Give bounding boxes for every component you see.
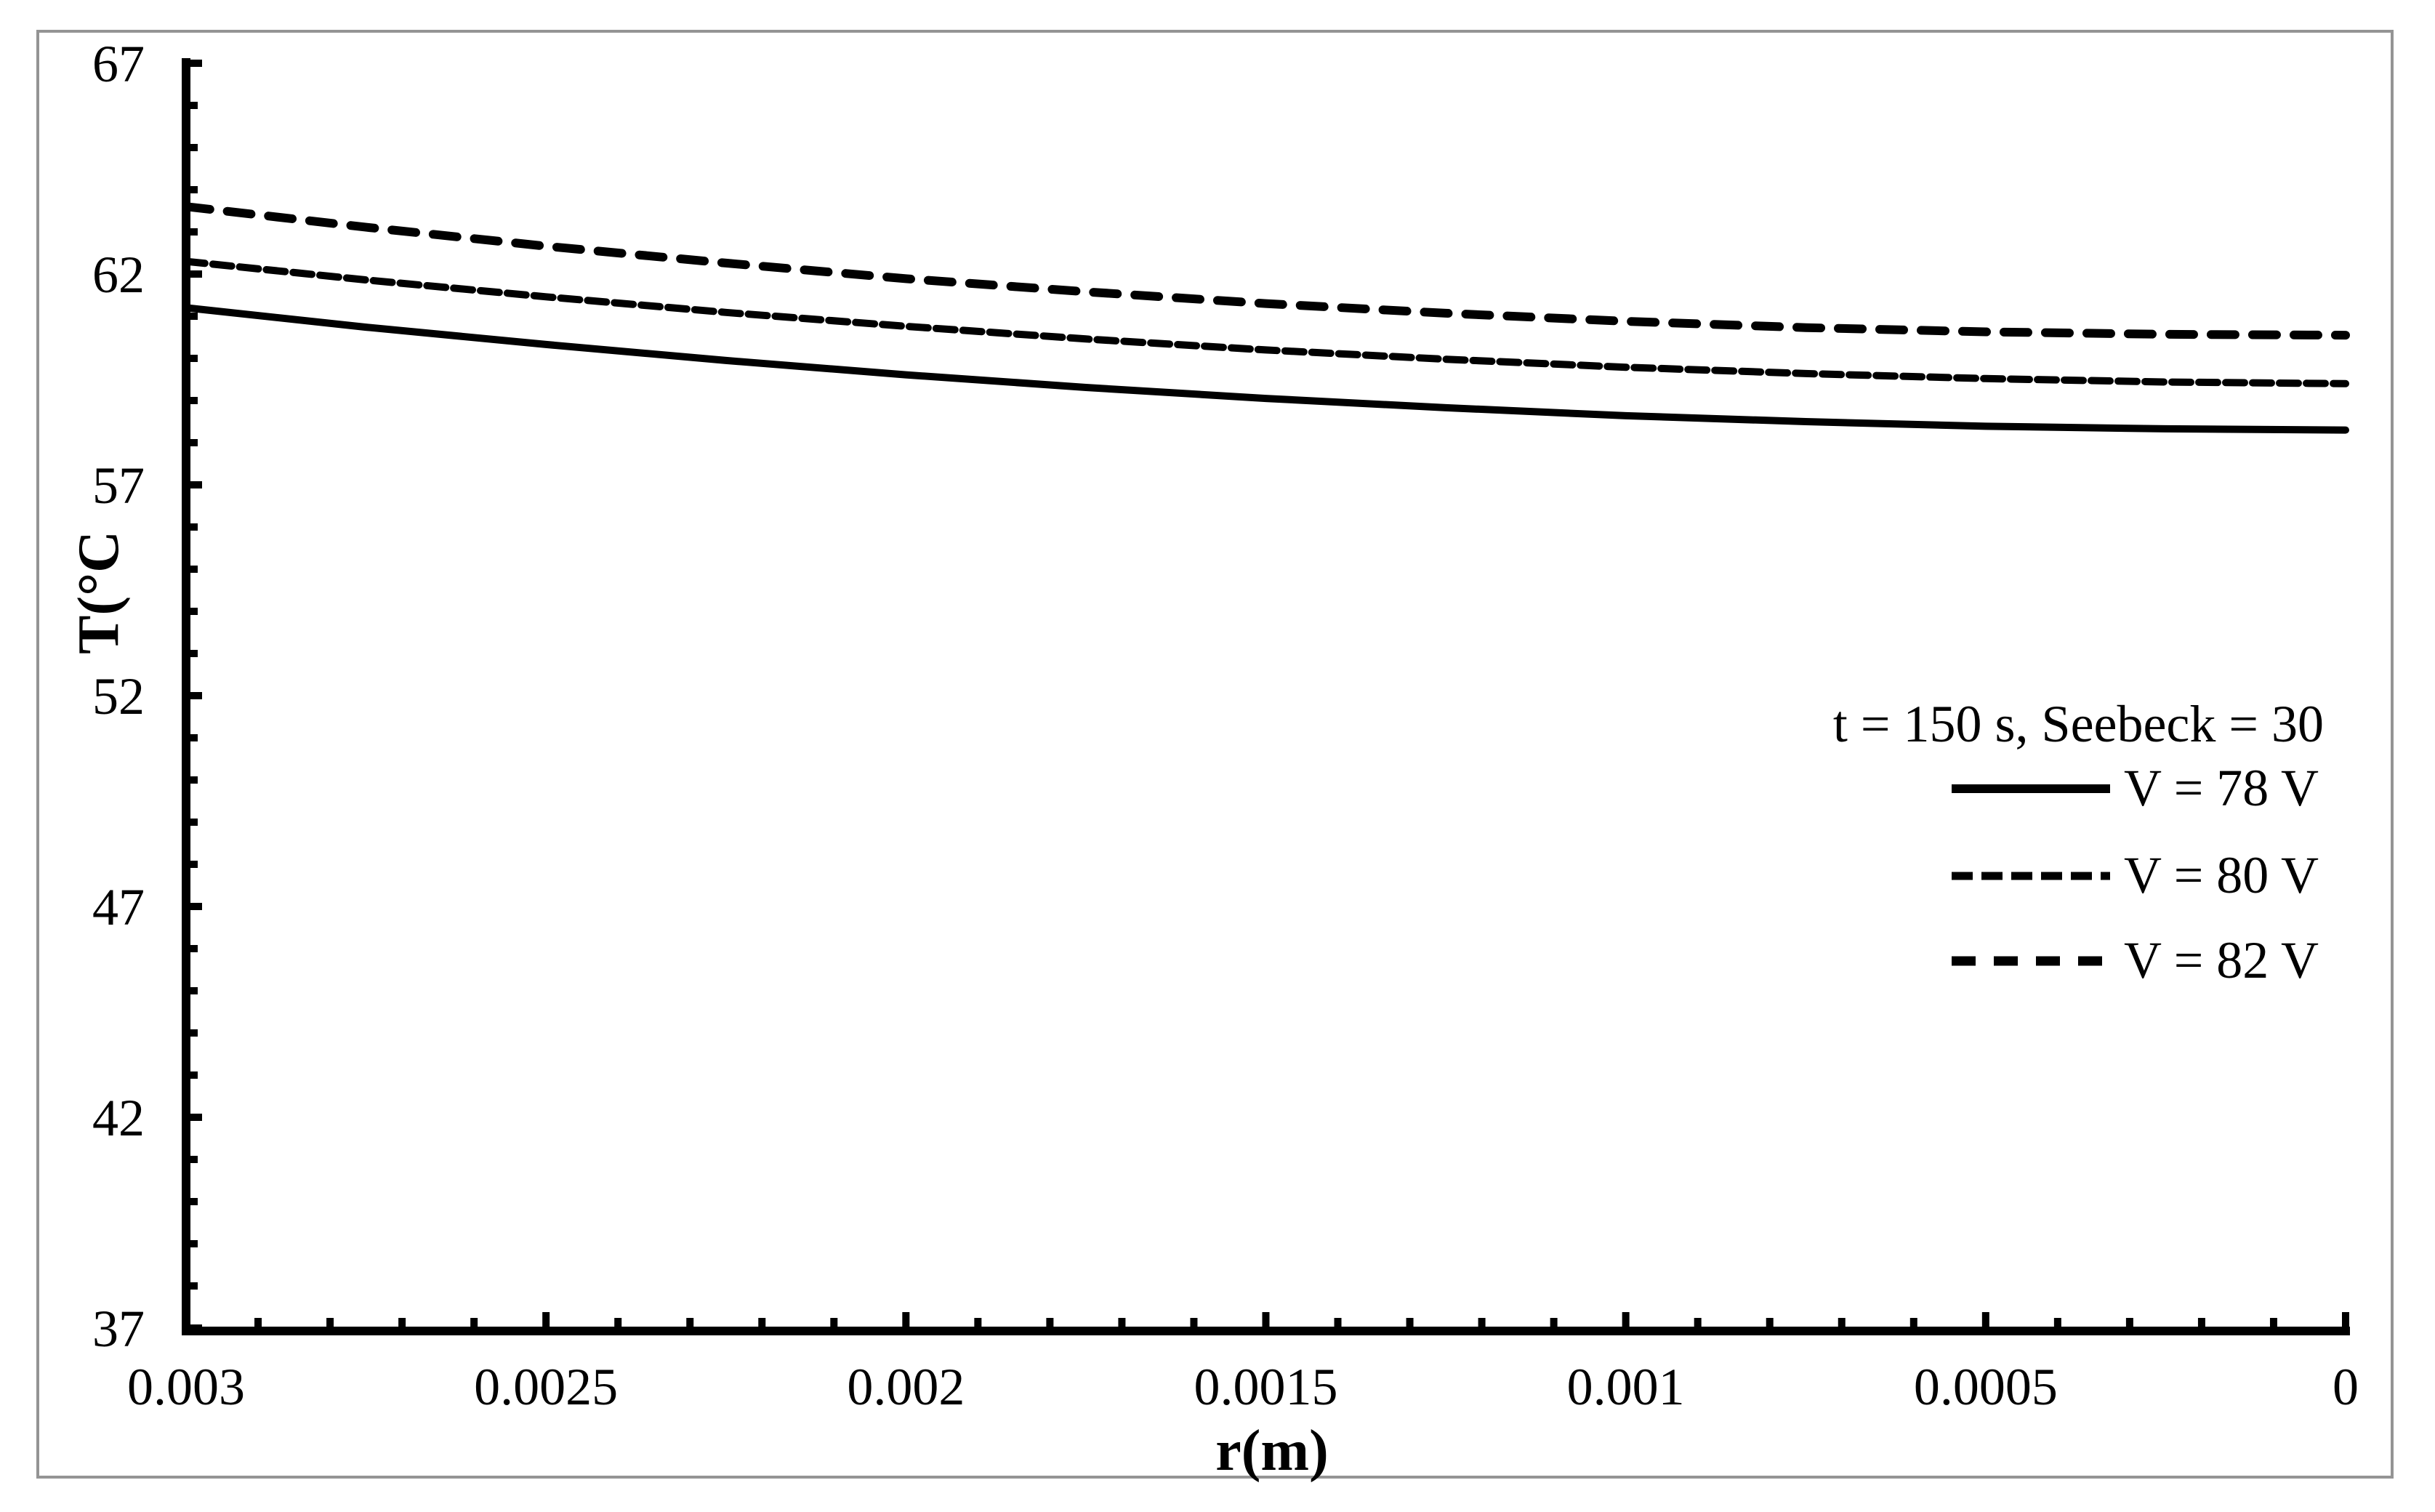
y-tick-label: 62 bbox=[92, 246, 145, 304]
y-tick-labels: 67 62 57 52 47 42 37 bbox=[92, 35, 145, 1358]
data-series bbox=[182, 202, 2350, 434]
y-tick-label: 47 bbox=[92, 878, 145, 936]
x-tick-labels: 0.003 0.0025 0.002 0.0015 0.001 0.0005 0 bbox=[127, 1358, 2359, 1416]
y-tick-label: 37 bbox=[92, 1300, 145, 1358]
x-axis-title: r(m) bbox=[1215, 1419, 1328, 1483]
curve-78v bbox=[182, 304, 2349, 434]
y-tick-label: 57 bbox=[92, 457, 145, 515]
legend-title: t = 150 s, Seebeck = 30 bbox=[1833, 695, 2324, 753]
legend-entry-v82: V = 82 V bbox=[1952, 931, 2319, 989]
x-tick-label: 0.0015 bbox=[1194, 1358, 1338, 1416]
axes bbox=[182, 58, 2350, 1335]
figure-border bbox=[36, 30, 2394, 1479]
y-tick-label: 42 bbox=[92, 1089, 145, 1147]
y-tick-label: 52 bbox=[92, 667, 145, 725]
legend: t = 150 s, Seebeck = 30 V = 78 V V = 80 … bbox=[1833, 695, 2324, 989]
legend-entry-v78: V = 78 V bbox=[1952, 759, 2319, 817]
x-tick-label: 0.003 bbox=[127, 1358, 245, 1416]
legend-entry-label: V = 82 V bbox=[2124, 931, 2319, 989]
x-tick-label: 0 bbox=[2333, 1358, 2359, 1416]
x-tick-label: 0.002 bbox=[847, 1358, 965, 1416]
y-tick-label: 67 bbox=[92, 35, 145, 93]
y-axis-title: T(°C bbox=[67, 531, 131, 654]
legend-entry-v80: V = 80 V bbox=[1952, 846, 2319, 904]
x-tick-label: 0.0025 bbox=[474, 1358, 618, 1416]
x-tick-label: 0.0005 bbox=[1914, 1358, 2058, 1416]
x-tick-label: 0.001 bbox=[1567, 1358, 1685, 1416]
legend-entry-label: V = 78 V bbox=[2124, 759, 2319, 817]
legend-entry-label: V = 80 V bbox=[2124, 846, 2319, 904]
curve-82v bbox=[182, 202, 2350, 340]
curve-80v bbox=[182, 257, 2349, 387]
